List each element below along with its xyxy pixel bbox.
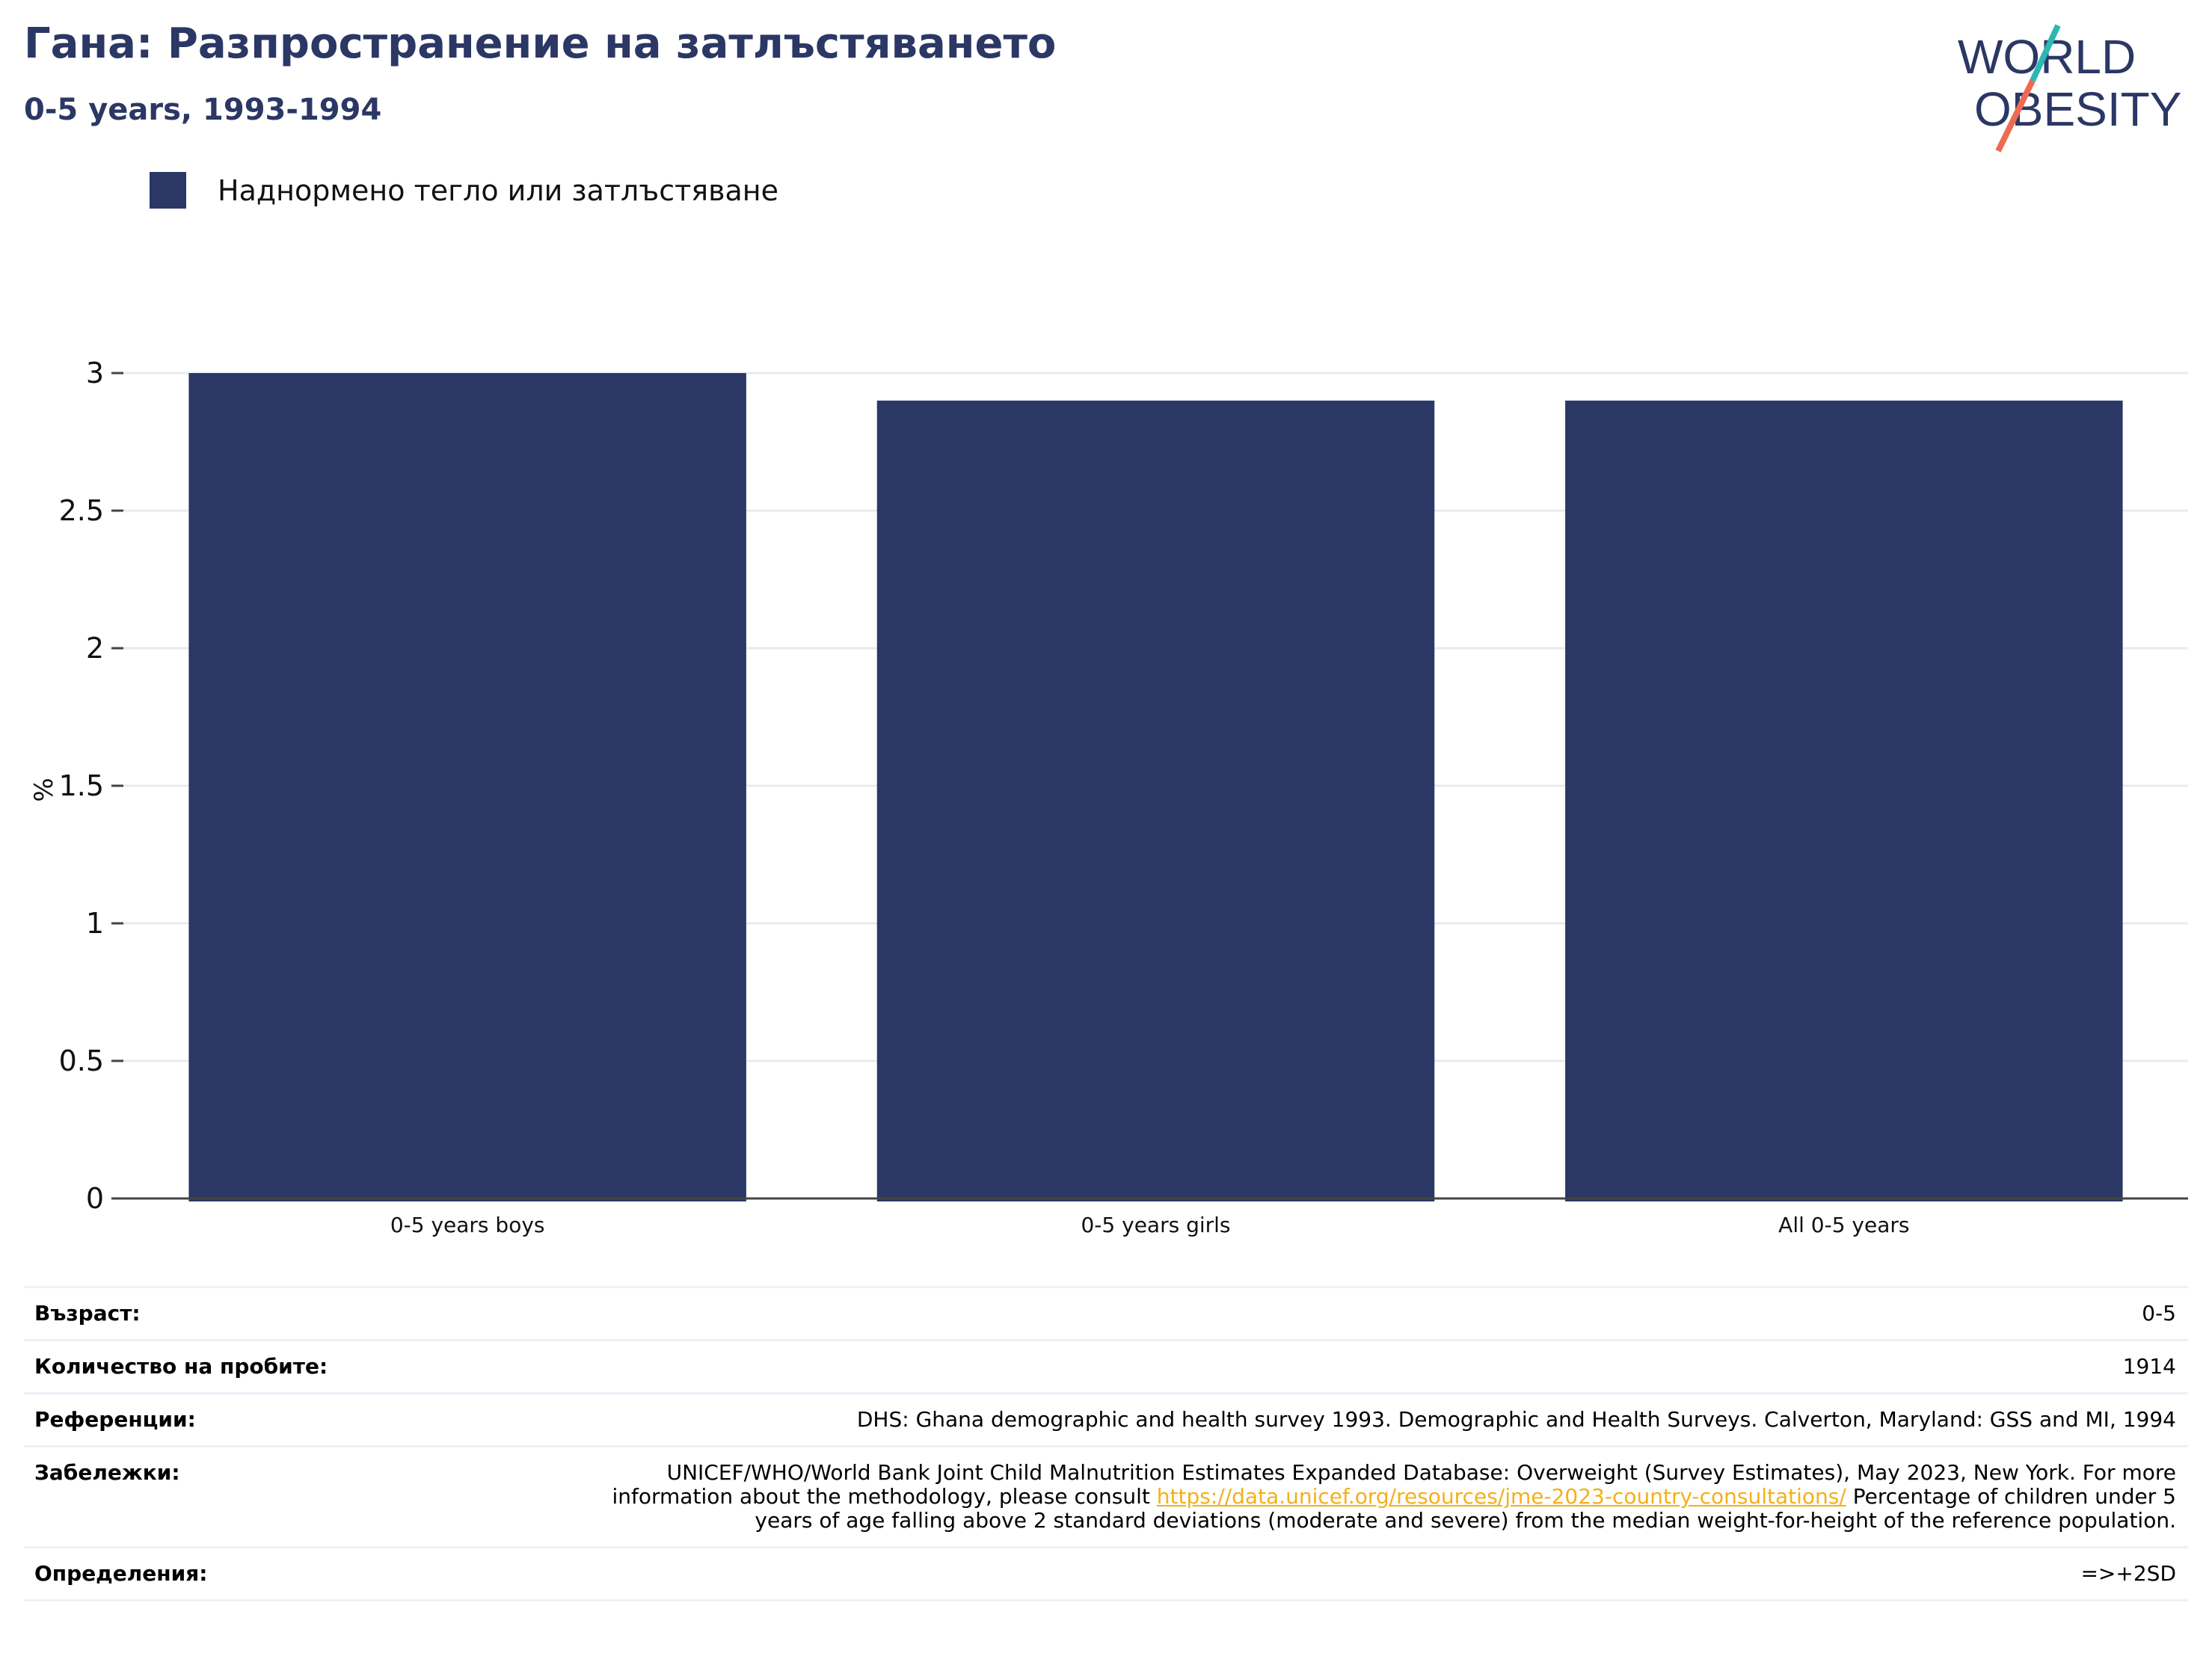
logo-slash-teal <box>2030 24 2061 82</box>
references-label: Референции: <box>34 1407 196 1432</box>
logo-slash-coral <box>1995 79 2036 153</box>
sample-size-label: Количество на пробите: <box>34 1354 328 1379</box>
page-title: Гана: Разпространение на затлъстяването <box>24 19 1057 68</box>
y-tick-label: 3 <box>86 357 104 390</box>
info-row-definitions: Определения: =>+2SD <box>24 1548 2188 1601</box>
bar <box>1565 400 2123 1201</box>
notes-text-after: Percentage of children under 5 years of … <box>755 1484 2176 1533</box>
y-tick-label: 0.5 <box>59 1044 104 1077</box>
y-tick-label: 2.5 <box>59 494 104 527</box>
y-tick-label: 2 <box>86 632 104 665</box>
page-subtitle: 0-5 years, 1993-1994 <box>24 93 382 127</box>
notes-link[interactable]: https://data.unicef.org/resources/jme-20… <box>1156 1484 1846 1509</box>
legend-swatch <box>150 172 186 209</box>
logo-word-world: WORLD <box>1958 30 2136 84</box>
age-label: Възраст: <box>34 1301 141 1326</box>
y-axis-label: % <box>29 778 59 801</box>
notes-text-before: UNICEF/WHO/World Bank Joint Child Malnut… <box>612 1460 2177 1509</box>
world-obesity-logo: WORLD OBESITY <box>1958 24 2181 153</box>
bar <box>188 373 746 1201</box>
info-row-sample-size: Количество на пробите: 1914 <box>24 1341 2188 1394</box>
bar <box>876 400 1435 1201</box>
bar-chart: 0 0.5 1 1.5 2 2.5 3% 0-5 years boys 0-5 years gi… <box>29 357 2188 1237</box>
info-row-age: Възраст: 0-5 <box>24 1288 2188 1341</box>
x-tick-label: 0-5 years boys <box>390 1213 545 1237</box>
age-value: 0-5 <box>2142 1301 2176 1326</box>
definitions-label: Определения: <box>34 1561 208 1586</box>
info-row-notes: Забележки: UNICEF/WHO/World Bank Joint C… <box>24 1447 2188 1548</box>
y-tick-label: 1.5 <box>59 769 104 802</box>
notes-label: Забележки: <box>34 1460 180 1485</box>
x-tick-label: All 0-5 years <box>1778 1213 1909 1237</box>
references-value: DHS: Ghana demographic and health survey… <box>856 1407 2176 1432</box>
notes-value: UNICEF/WHO/World Bank Joint Child Malnut… <box>591 1460 2177 1533</box>
legend-label: Наднормено тегло или затлъстяване <box>218 173 778 207</box>
y-tick-label: 1 <box>86 907 104 940</box>
x-tick-label: 0-5 years girls <box>1081 1213 1230 1237</box>
chart-legend: Наднормено тегло или затлъстяване <box>150 172 778 209</box>
y-tick-label: 0 <box>86 1182 104 1215</box>
sample-size-value: 1914 <box>2122 1354 2176 1379</box>
info-table: Възраст: 0-5 Количество на пробите: 1914… <box>24 1286 2188 1601</box>
info-row-references: Референции: DHS: Ghana demographic and h… <box>24 1394 2188 1447</box>
definitions-value: =>+2SD <box>2080 1561 2176 1586</box>
